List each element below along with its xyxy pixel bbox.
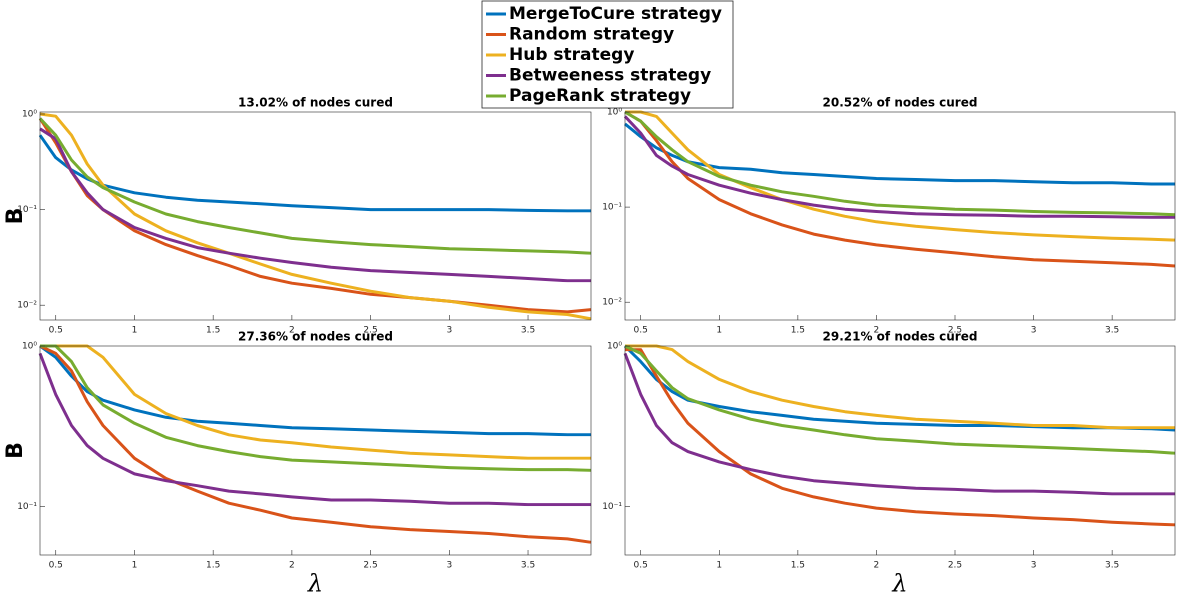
plot-area [40, 112, 591, 320]
x-axis-label: λ [891, 570, 907, 598]
line-series [40, 346, 591, 542]
x-tick-label: 3.5 [521, 326, 535, 336]
subplot-title: 27.36% of nodes cured [238, 330, 393, 344]
line-series [625, 346, 1175, 430]
y-tick-label: 10⁻² [602, 298, 622, 308]
subplot-title: 20.52% of nodes cured [823, 96, 978, 110]
line-series [40, 346, 591, 435]
x-tick-label: 2.5 [363, 326, 377, 336]
line-series [40, 353, 591, 504]
plot-area [40, 346, 591, 555]
x-tick-label: 0.5 [49, 326, 63, 336]
x-tick-label: 2.5 [948, 326, 962, 336]
x-tick-label: 0.5 [49, 561, 63, 571]
line-series [625, 112, 1175, 215]
legend-box [481, 0, 734, 109]
subplot-title: 13.02% of nodes cured [238, 96, 393, 110]
x-tick-label: 3.5 [521, 561, 535, 571]
line-series [625, 353, 1175, 494]
legend-label: Hub strategy [509, 45, 634, 65]
y-tick-label: 10⁰ [22, 342, 37, 352]
x-tick-label: 3 [1031, 561, 1037, 571]
line-series [625, 346, 1175, 428]
y-tick-label: 10⁰ [22, 110, 37, 120]
x-tick-label: 3 [446, 326, 452, 336]
line-series [40, 114, 591, 319]
y-tick-label: 10⁻¹ [17, 205, 37, 215]
x-axis-label: λ [307, 570, 323, 598]
x-tick-label: 2.5 [948, 561, 962, 571]
x-tick-label: 3 [1031, 326, 1037, 336]
y-axis-label: B [3, 442, 28, 459]
x-tick-label: 2 [289, 561, 295, 571]
y-tick-label: 10⁻¹ [602, 203, 622, 213]
x-tick-label: 2.5 [363, 561, 377, 571]
plot-frame [624, 111, 1176, 321]
plot-frame [624, 345, 1176, 556]
y-tick-label: 10⁰ [607, 342, 622, 352]
x-tick-label: 1.5 [206, 326, 220, 336]
x-tick-label: 1 [716, 561, 722, 571]
x-tick-label: 1 [132, 326, 138, 336]
y-tick-label: 10⁰ [607, 108, 622, 118]
y-tick-label: 10⁻¹ [602, 502, 622, 512]
x-tick-label: 2 [874, 561, 880, 571]
line-series [40, 129, 591, 281]
x-tick-label: 0.5 [634, 326, 648, 336]
legend-label: MergeToCure strategy [509, 4, 722, 24]
x-tick-label: 1 [716, 326, 722, 336]
legend-label: Random strategy [509, 25, 674, 45]
y-tick-label: 10⁻² [17, 301, 37, 311]
line-series [40, 118, 591, 312]
x-tick-label: 3.5 [1105, 561, 1119, 571]
legend-label: PageRank strategy [509, 86, 691, 106]
x-tick-label: 1.5 [206, 561, 220, 571]
y-tick-label: 10⁻¹ [17, 502, 37, 512]
line-series [40, 346, 591, 470]
line-series [625, 112, 1175, 266]
line-series [625, 124, 1175, 184]
x-tick-label: 1.5 [791, 561, 805, 571]
line-series [625, 350, 1175, 525]
x-tick-label: 3.5 [1105, 326, 1119, 336]
subplot-title: 29.21% of nodes cured [823, 330, 978, 344]
line-series [40, 118, 591, 253]
x-tick-label: 1.5 [791, 326, 805, 336]
legend-label: Betweeness strategy [509, 66, 711, 86]
x-tick-label: 1 [132, 561, 138, 571]
plot-frame [39, 111, 592, 321]
x-tick-label: 2 [874, 326, 880, 336]
plot-frame [39, 345, 592, 556]
x-tick-label: 3 [446, 561, 452, 571]
line-series [625, 346, 1175, 453]
x-tick-label: 2 [289, 326, 295, 336]
line-series [625, 112, 1175, 240]
y-axis-label: B [3, 208, 28, 225]
x-tick-label: 0.5 [634, 561, 648, 571]
line-series [625, 116, 1175, 217]
line-series [40, 135, 591, 211]
